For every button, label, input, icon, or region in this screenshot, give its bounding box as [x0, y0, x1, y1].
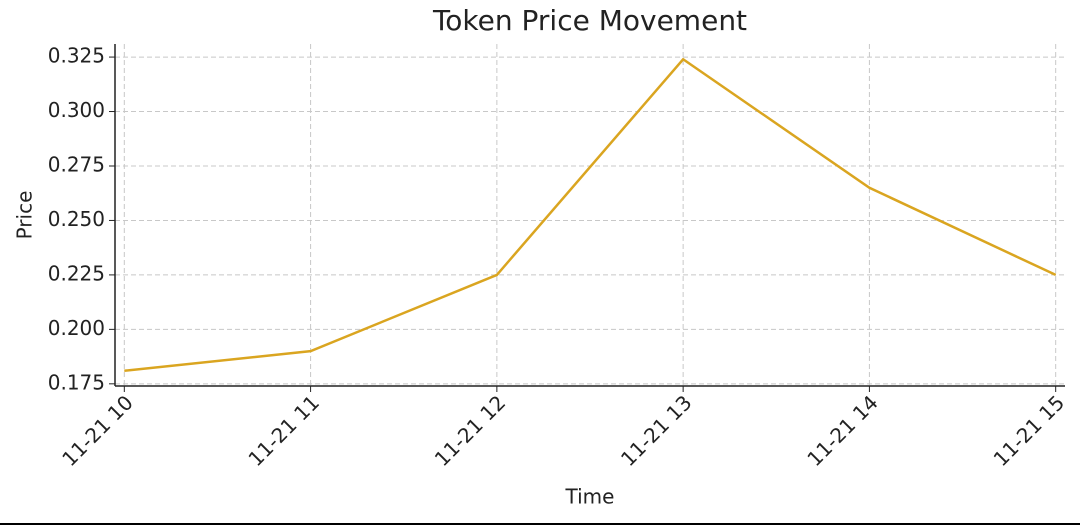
x-tick-label: 11-21 11 — [243, 390, 324, 471]
price-line — [124, 57, 1057, 372]
y-tick-label: 0.275 — [48, 152, 105, 176]
x-tick-label: 11-21 12 — [430, 390, 511, 471]
x-tick-label: 11-21 15 — [989, 390, 1070, 471]
y-tick-label: 0.250 — [48, 207, 105, 231]
x-axis-label: Time — [565, 485, 615, 509]
y-tick-label: 0.225 — [48, 261, 105, 285]
chart-title: Token Price Movement — [432, 4, 747, 37]
y-tick-label: 0.175 — [48, 370, 105, 394]
y-tick-label: 0.300 — [48, 98, 105, 122]
y-tick-label: 0.325 — [48, 44, 105, 68]
y-axis-label: Price — [13, 191, 37, 240]
x-tick-label: 11-21 13 — [616, 390, 697, 471]
y-tick-label: 0.200 — [48, 316, 105, 340]
x-tick-label: 11-21 10 — [57, 390, 138, 471]
x-tick-label: 11-21 14 — [802, 390, 883, 471]
